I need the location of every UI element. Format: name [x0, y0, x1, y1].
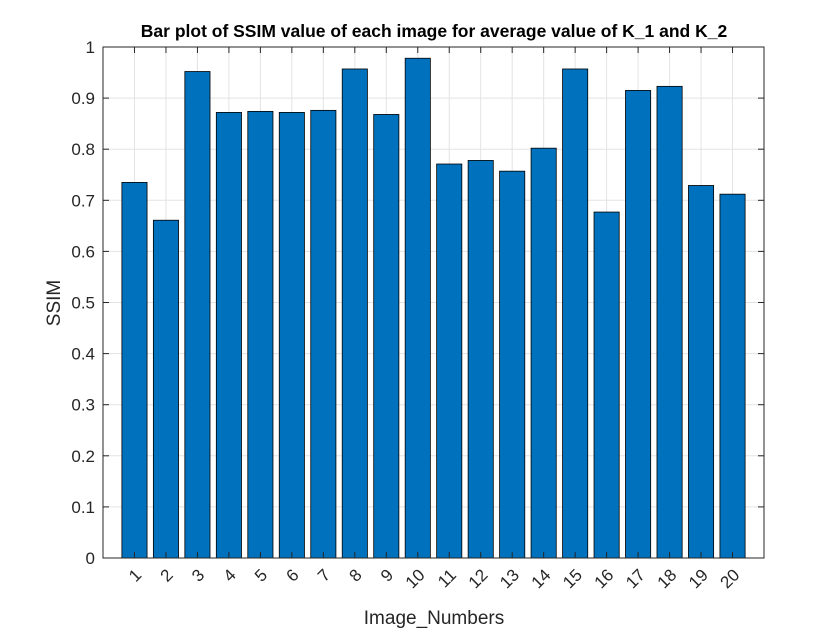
- y-tick-label: 0.9: [71, 89, 95, 108]
- y-axis-label: SSIM: [44, 280, 65, 326]
- bar-8: [341, 68, 368, 559]
- bar-9: [373, 114, 400, 559]
- y-tick-label: 0: [86, 549, 95, 568]
- y-tick-label: 0.5: [71, 294, 95, 313]
- bar-13: [499, 170, 526, 559]
- bar-6: [278, 112, 305, 559]
- bar-14: [530, 147, 557, 559]
- bar-18: [656, 85, 683, 559]
- bar-15: [562, 68, 589, 559]
- y-tick-label: 1: [86, 38, 95, 57]
- y-tick-label: 0.3: [71, 396, 95, 415]
- bar-20: [719, 193, 746, 559]
- bar-2: [152, 219, 179, 559]
- bar-12: [467, 160, 494, 559]
- y-tick-labels: 0 0.1 0.2 0.3 0.4 0.5 0.6 0.7 0.8 0.9 1: [71, 38, 95, 568]
- bar-19: [688, 185, 715, 559]
- bar-11: [436, 163, 463, 559]
- y-tick-label: 0.2: [71, 447, 95, 466]
- bar-5: [247, 110, 274, 559]
- bar-16: [593, 211, 620, 559]
- bar-4: [215, 112, 242, 559]
- y-tick-label: 0.7: [71, 191, 95, 210]
- y-tick-label: 0.4: [71, 345, 95, 364]
- tick-marks: [103, 46, 764, 559]
- bar-10: [404, 57, 431, 559]
- bar-3: [184, 71, 211, 559]
- bar-17: [625, 90, 652, 559]
- bar-1: [121, 182, 148, 559]
- y-tick-label: 0.6: [71, 242, 95, 261]
- x-axis-label: Image_Numbers: [364, 608, 504, 629]
- bars: [121, 57, 746, 559]
- chart-title: Bar plot of SSIM value of each image for…: [141, 21, 728, 41]
- y-tick-label: 0.1: [71, 498, 95, 517]
- y-tick-label: 0.8: [71, 140, 95, 159]
- bar-7: [310, 109, 337, 559]
